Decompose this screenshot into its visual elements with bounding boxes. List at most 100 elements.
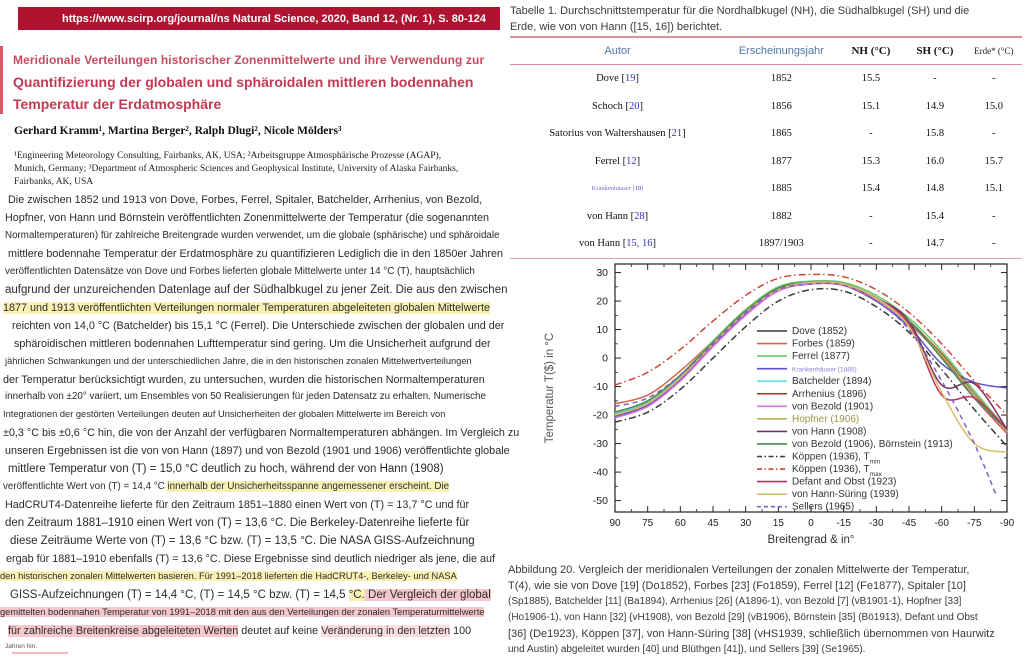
x-tick-label: -75 bbox=[967, 518, 982, 529]
x-tick-label: 30 bbox=[740, 518, 752, 529]
abstract-text-line: veröffentlichte Wert von (T) = 14,4 °C i… bbox=[3, 481, 450, 493]
sh-cell: - bbox=[933, 73, 937, 85]
x-tick-label: 0 bbox=[808, 518, 814, 529]
legend-label: Köppen (1936), Tmin bbox=[792, 452, 881, 466]
legend-label: Krankenhäuser (1885) bbox=[792, 367, 857, 374]
legend-label: Dove (1852) bbox=[792, 326, 847, 337]
sh-cell: 14.8 bbox=[925, 183, 945, 195]
text-segment: veröffentlichte Wert von (T) = 14,4 °C bbox=[3, 481, 168, 493]
journal-url-link[interactable]: https://www.scirp.org/journal/ns bbox=[62, 12, 230, 25]
text-segment: Die zwischen 1852 und 1913 von Dove, For… bbox=[8, 194, 483, 206]
citation-link[interactable]: 10 bbox=[634, 185, 642, 193]
paper-title-line: Quantifizierung der globalen und sphäroi… bbox=[13, 74, 474, 90]
y-tick-label: 20 bbox=[596, 296, 608, 308]
text-segment: diese Zeiträume Werte von (T) = 13,6 °C … bbox=[10, 535, 475, 548]
left-margin-marker bbox=[0, 46, 3, 114]
y-tick-label: 30 bbox=[596, 267, 608, 279]
abstract-text-line: den historischen zonalen Mittelwerten ba… bbox=[0, 570, 457, 581]
table-rule-top bbox=[510, 36, 1022, 38]
nh-cell: 15.5 bbox=[861, 73, 881, 85]
legend-label: Köppen (1936), Tmax bbox=[792, 464, 883, 478]
x-tick-label: 90 bbox=[609, 518, 621, 529]
text-segment: veröffentlichten Datensätze von Dove und… bbox=[5, 265, 475, 277]
text-segment: unseren Ergebnissen ist die von von Hann… bbox=[5, 445, 510, 458]
citation-link[interactable]: 19 bbox=[624, 73, 636, 85]
column-header-erde: Erde* (°C) bbox=[974, 45, 1014, 56]
figure-caption-line: T(4), wie sie von Dove [19] (Do1852), Fo… bbox=[508, 580, 966, 592]
table-1: Autor Erscheinungsjahr NH (°C) SH (°C) E… bbox=[510, 36, 1022, 259]
text-segment: HadCRUT4-Datenreihe lieferte für den Zei… bbox=[5, 499, 470, 512]
abstract-text-line: 1877 und 1913 veröffentlichten Verteilun… bbox=[3, 301, 490, 314]
table-caption: Tabelle 1. Durchschnittstemperatur für d… bbox=[510, 4, 1015, 35]
legend-label: Batchelder (1894) bbox=[792, 376, 872, 387]
text-segment: Jahren hin. bbox=[5, 642, 38, 650]
figure-caption-line: und Austin) abgeleitet wurden [40] und B… bbox=[508, 644, 866, 655]
y-tick-label: -50 bbox=[593, 495, 608, 507]
figure-20-chart: 90 75 60 45 30 15 0 -15 -30 -45 -60 -75 -90 30 20 10 0 -1… bbox=[515, 254, 1020, 560]
table-row: Schoch [20] 1856 15.1 14.9 15.0 bbox=[510, 93, 1022, 121]
citation-link[interactable]: 28 bbox=[634, 210, 645, 222]
highlighted-text: innerhalb der Unsicherheitsspanne angeme… bbox=[167, 481, 450, 493]
legend-label: Arrhenius (1896) bbox=[792, 389, 866, 400]
x-tick-label: -45 bbox=[902, 518, 917, 529]
table-caption-line: Tabelle 1. Durchschnittstemperatur für d… bbox=[510, 5, 970, 17]
earth-cell: - bbox=[992, 238, 996, 250]
table-row: Krankenhäuser [10] 1885 15.4 14.8 15.1 bbox=[510, 175, 1022, 203]
citation-link[interactable]: 21 bbox=[671, 128, 683, 140]
highlighted-text: Der Vergleich der global bbox=[364, 588, 491, 601]
text-segment: sphäroidischen mittleren bodennahen Luft… bbox=[14, 337, 491, 350]
sh-cell: 14.9 bbox=[925, 100, 945, 112]
abstract-text-line: für zahlreiche Breitenkreise abgeleitete… bbox=[8, 624, 472, 637]
figure-caption-line: (Ho1906-1), von Hann [32] (vH1908), von … bbox=[508, 612, 978, 623]
table-row: Ferrel [12] 1877 15.3 16.0 15.7 bbox=[510, 148, 1022, 176]
data-series-sellers-1965- bbox=[614, 282, 997, 496]
highlighted-text: °C. bbox=[348, 588, 365, 601]
year-cell: 1865 bbox=[770, 128, 792, 140]
text-segment: Hopfner, von Hann und Börnstein veröffen… bbox=[5, 211, 489, 224]
abstract-text-line: HadCRUT4-Datenreihe lieferte für den Zei… bbox=[5, 499, 469, 511]
affiliation-line: ¹Engineering Meteorology Consulting, Fai… bbox=[14, 151, 442, 161]
text-segment: 100 bbox=[450, 624, 472, 637]
abstract-text-line: reichten von 14,0 °C (Batchelder) bis 15… bbox=[12, 320, 504, 332]
legend-label: Forbes (1859) bbox=[792, 339, 855, 350]
highlighted-text: Veränderung in den letzten bbox=[321, 624, 451, 637]
earth-cell: - bbox=[992, 128, 996, 140]
text-segment: den Zeitraum 1881–1910 einen Wert von (T… bbox=[5, 517, 470, 530]
abstract-text-line: Integrationen der gestörten Verteilungen… bbox=[3, 409, 445, 419]
earth-cell: 15.1 bbox=[984, 183, 1003, 195]
abstract-text-line: mittlere Temperatur von (T) = 15,0 °C de… bbox=[8, 463, 444, 475]
text-segment: aufgrund der unzureichenden Datenlage au… bbox=[5, 283, 508, 296]
text-segment: jährlichen Schwankungen und der untersch… bbox=[5, 355, 472, 366]
year-cell: 1897/1903 bbox=[758, 238, 804, 250]
text-segment: GISS-Aufzeichnungen (T) = 14,4 °C, (T) =… bbox=[10, 588, 349, 601]
x-tick-label: 15 bbox=[773, 518, 785, 529]
abstract-text-line: Jahren hin. bbox=[5, 643, 37, 650]
text-segment: innerhalb von ±20° variiert, um Ensemble… bbox=[5, 391, 486, 403]
abstract-text-line: diese Zeiträume Werte von (T) = 13,6 °C … bbox=[10, 535, 475, 547]
abstract-text-line: innerhalb von ±20° variiert, um Ensemble… bbox=[5, 391, 486, 402]
text-segment: ±0,3 °C bis ±0,6 °C hin, die von der Anz… bbox=[3, 427, 520, 440]
figure-caption-line: (Sp1885), Batchelder [11] (Ba1894), Arrh… bbox=[508, 596, 962, 607]
abstract-text-line: gemittelten bodennahen Temperatur von 19… bbox=[0, 606, 485, 617]
y-tick-label: 10 bbox=[596, 324, 608, 336]
table-caption-line: Erde, wie von von Hann ([15, 16]) berich… bbox=[510, 20, 723, 33]
data-series-k-ppen-1936-t bbox=[614, 287, 1008, 447]
sh-cell: 16.0 bbox=[925, 155, 945, 167]
x-tick-label: -60 bbox=[934, 518, 949, 529]
citation-link[interactable]: 20 bbox=[629, 100, 640, 112]
citation-link[interactable]: 15, 16 bbox=[626, 238, 653, 250]
citation-link[interactable]: 12 bbox=[626, 155, 637, 167]
year-cell: 1856 bbox=[770, 100, 792, 112]
highlighted-text: den historischen zonalen Mittelwerten ba… bbox=[0, 570, 457, 581]
table-rule-bottom bbox=[510, 257, 1022, 259]
y-tick-label: -10 bbox=[593, 381, 608, 393]
table-header-row: Autor Erscheinungsjahr NH (°C) SH (°C) E… bbox=[510, 38, 1022, 64]
journal-header-bar: https://www.scirp.org/journal/ns Natural… bbox=[18, 7, 500, 30]
legend-label: Sellers (1965) bbox=[792, 502, 854, 513]
table-row: von Hann [28] 1882 - 15.4 - bbox=[510, 203, 1022, 231]
year-cell: 1877 bbox=[770, 155, 792, 167]
abstract-text-line: jährlichen Schwankungen und der untersch… bbox=[5, 356, 472, 366]
year-cell: 1882 bbox=[770, 210, 792, 222]
abstract-text-line: Die zwischen 1852 und 1913 von Dove, For… bbox=[8, 194, 482, 206]
x-tick-label: -30 bbox=[869, 518, 884, 529]
